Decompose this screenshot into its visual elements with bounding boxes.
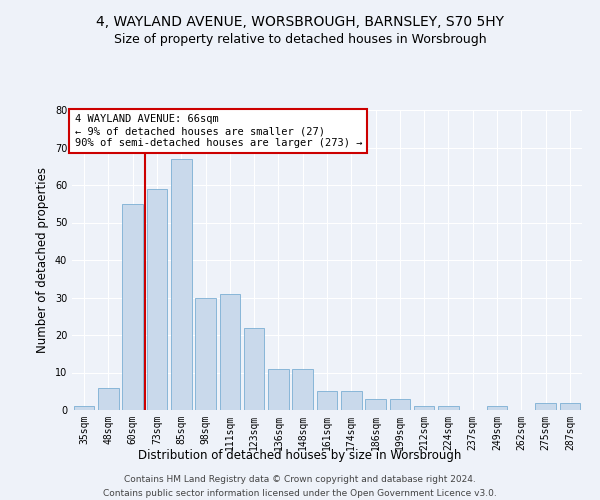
Text: 4 WAYLAND AVENUE: 66sqm
← 9% of detached houses are smaller (27)
90% of semi-det: 4 WAYLAND AVENUE: 66sqm ← 9% of detached… xyxy=(74,114,362,148)
Bar xyxy=(146,188,167,410)
Bar xyxy=(317,391,337,410)
Bar xyxy=(220,294,240,410)
Text: Distribution of detached houses by size in Worsbrough: Distribution of detached houses by size … xyxy=(139,448,461,462)
Bar xyxy=(122,204,143,410)
Bar xyxy=(268,369,289,410)
Text: Size of property relative to detached houses in Worsbrough: Size of property relative to detached ho… xyxy=(113,32,487,46)
Bar xyxy=(389,399,410,410)
Bar xyxy=(171,159,191,410)
Bar xyxy=(244,328,265,410)
Bar xyxy=(487,406,508,410)
Text: 4, WAYLAND AVENUE, WORSBROUGH, BARNSLEY, S70 5HY: 4, WAYLAND AVENUE, WORSBROUGH, BARNSLEY,… xyxy=(96,15,504,29)
Bar xyxy=(195,298,216,410)
Bar xyxy=(74,406,94,410)
Bar xyxy=(292,369,313,410)
Bar xyxy=(414,406,434,410)
Y-axis label: Number of detached properties: Number of detached properties xyxy=(36,167,49,353)
Bar xyxy=(560,402,580,410)
Bar xyxy=(535,402,556,410)
Text: Contains HM Land Registry data © Crown copyright and database right 2024.
Contai: Contains HM Land Registry data © Crown c… xyxy=(103,476,497,498)
Bar xyxy=(438,406,459,410)
Bar xyxy=(98,388,119,410)
Bar xyxy=(341,391,362,410)
Bar xyxy=(365,399,386,410)
